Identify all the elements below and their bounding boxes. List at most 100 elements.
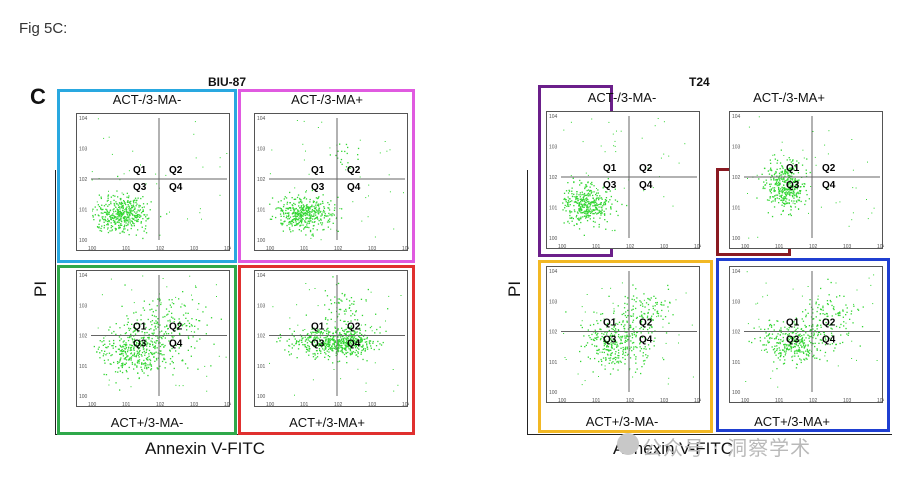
event-dot: [187, 218, 188, 220]
event-dot: [167, 327, 169, 330]
event-dot: [796, 160, 798, 162]
event-dot: [770, 167, 772, 169]
event-dot: [344, 293, 346, 296]
event-dot: [193, 133, 195, 135]
event-dot: [780, 331, 782, 334]
event-dot: [143, 363, 145, 365]
event-dot: [780, 196, 783, 199]
event-dot: [785, 200, 787, 202]
event-dot: [115, 203, 118, 205]
event-dot: [299, 213, 301, 216]
event-dot: [307, 348, 309, 351]
event-dot: [295, 215, 297, 217]
event-dot: [640, 326, 642, 329]
event-dot: [351, 334, 353, 336]
event-dot: [843, 325, 845, 327]
event-dot: [138, 360, 140, 363]
event-dot: [303, 212, 305, 214]
event-dot: [143, 206, 145, 208]
event-dot: [348, 340, 350, 342]
event-dot: [587, 356, 589, 358]
event-dot: [287, 216, 289, 218]
event-dot: [120, 338, 122, 340]
event-dot: [329, 331, 331, 333]
event-dot: [563, 129, 565, 131]
y-tick-label: 100: [257, 394, 266, 400]
event-dot: [324, 215, 326, 217]
event-dot: [586, 216, 588, 218]
event-dot: [110, 363, 112, 365]
event-dot: [153, 315, 156, 317]
event-dot: [318, 196, 320, 198]
event-dot: [806, 194, 808, 196]
event-dot: [596, 197, 598, 199]
event-dot: [577, 197, 579, 200]
event-dot: [595, 207, 598, 209]
event-dot: [626, 204, 628, 207]
event-dot: [111, 214, 113, 216]
event-dot: [345, 356, 348, 358]
event-dot: [327, 330, 329, 332]
event-dot: [374, 332, 376, 334]
event-dot: [285, 217, 287, 219]
event-dot: [280, 208, 282, 210]
event-dot: [349, 304, 351, 306]
event-dot: [327, 202, 329, 204]
event-dot: [313, 215, 315, 217]
event-dot: [345, 308, 347, 311]
event-dot: [120, 365, 122, 367]
event-dot: [329, 218, 331, 220]
event-dot: [125, 203, 127, 206]
event-dot: [591, 210, 593, 213]
event-dot: [156, 305, 158, 307]
event-dot: [583, 206, 585, 208]
event-dot: [589, 324, 592, 326]
y-tick-label: 103: [79, 147, 88, 153]
event-dot: [780, 171, 782, 173]
event-dot: [354, 319, 356, 321]
event-dot: [613, 326, 615, 328]
event-dot: [377, 340, 379, 343]
event-dot: [785, 352, 787, 354]
event-dot: [615, 329, 617, 331]
event-dot: [302, 210, 305, 212]
event-dot: [792, 202, 794, 204]
event-dot: [282, 209, 284, 211]
event-dot: [167, 313, 169, 315]
event-dot: [131, 338, 133, 340]
event-dot: [608, 121, 610, 123]
event-dot: [564, 204, 566, 207]
event-dot: [835, 313, 837, 315]
event-dot: [213, 343, 215, 345]
event-dot: [792, 346, 795, 348]
event-dot: [292, 205, 294, 207]
event-dot: [812, 131, 814, 132]
event-dot: [314, 344, 317, 346]
event-dot: [812, 323, 814, 326]
event-dot: [110, 201, 112, 203]
event-dot: [791, 194, 793, 197]
event-dot: [831, 323, 833, 325]
event-dot: [192, 336, 194, 338]
event-dot: [796, 183, 798, 185]
event-dot: [359, 327, 361, 330]
event-dot: [808, 337, 810, 339]
event-dot: [101, 204, 103, 206]
event-dot: [778, 175, 780, 177]
event-dot: [656, 301, 658, 304]
event-dot: [343, 310, 345, 312]
event-dot: [127, 215, 129, 217]
event-dot: [785, 180, 787, 182]
event-dot: [662, 318, 664, 320]
event-dot: [152, 344, 154, 346]
event-dot: [772, 187, 774, 189]
event-dot: [812, 342, 814, 345]
event-dot: [298, 217, 300, 219]
event-dot: [116, 208, 118, 210]
quadrant-label: Q4: [169, 339, 183, 350]
event-dot: [296, 340, 298, 342]
event-dot: [315, 214, 317, 216]
event-dot: [150, 201, 152, 203]
event-dot: [870, 284, 872, 286]
event-dot: [166, 314, 168, 316]
